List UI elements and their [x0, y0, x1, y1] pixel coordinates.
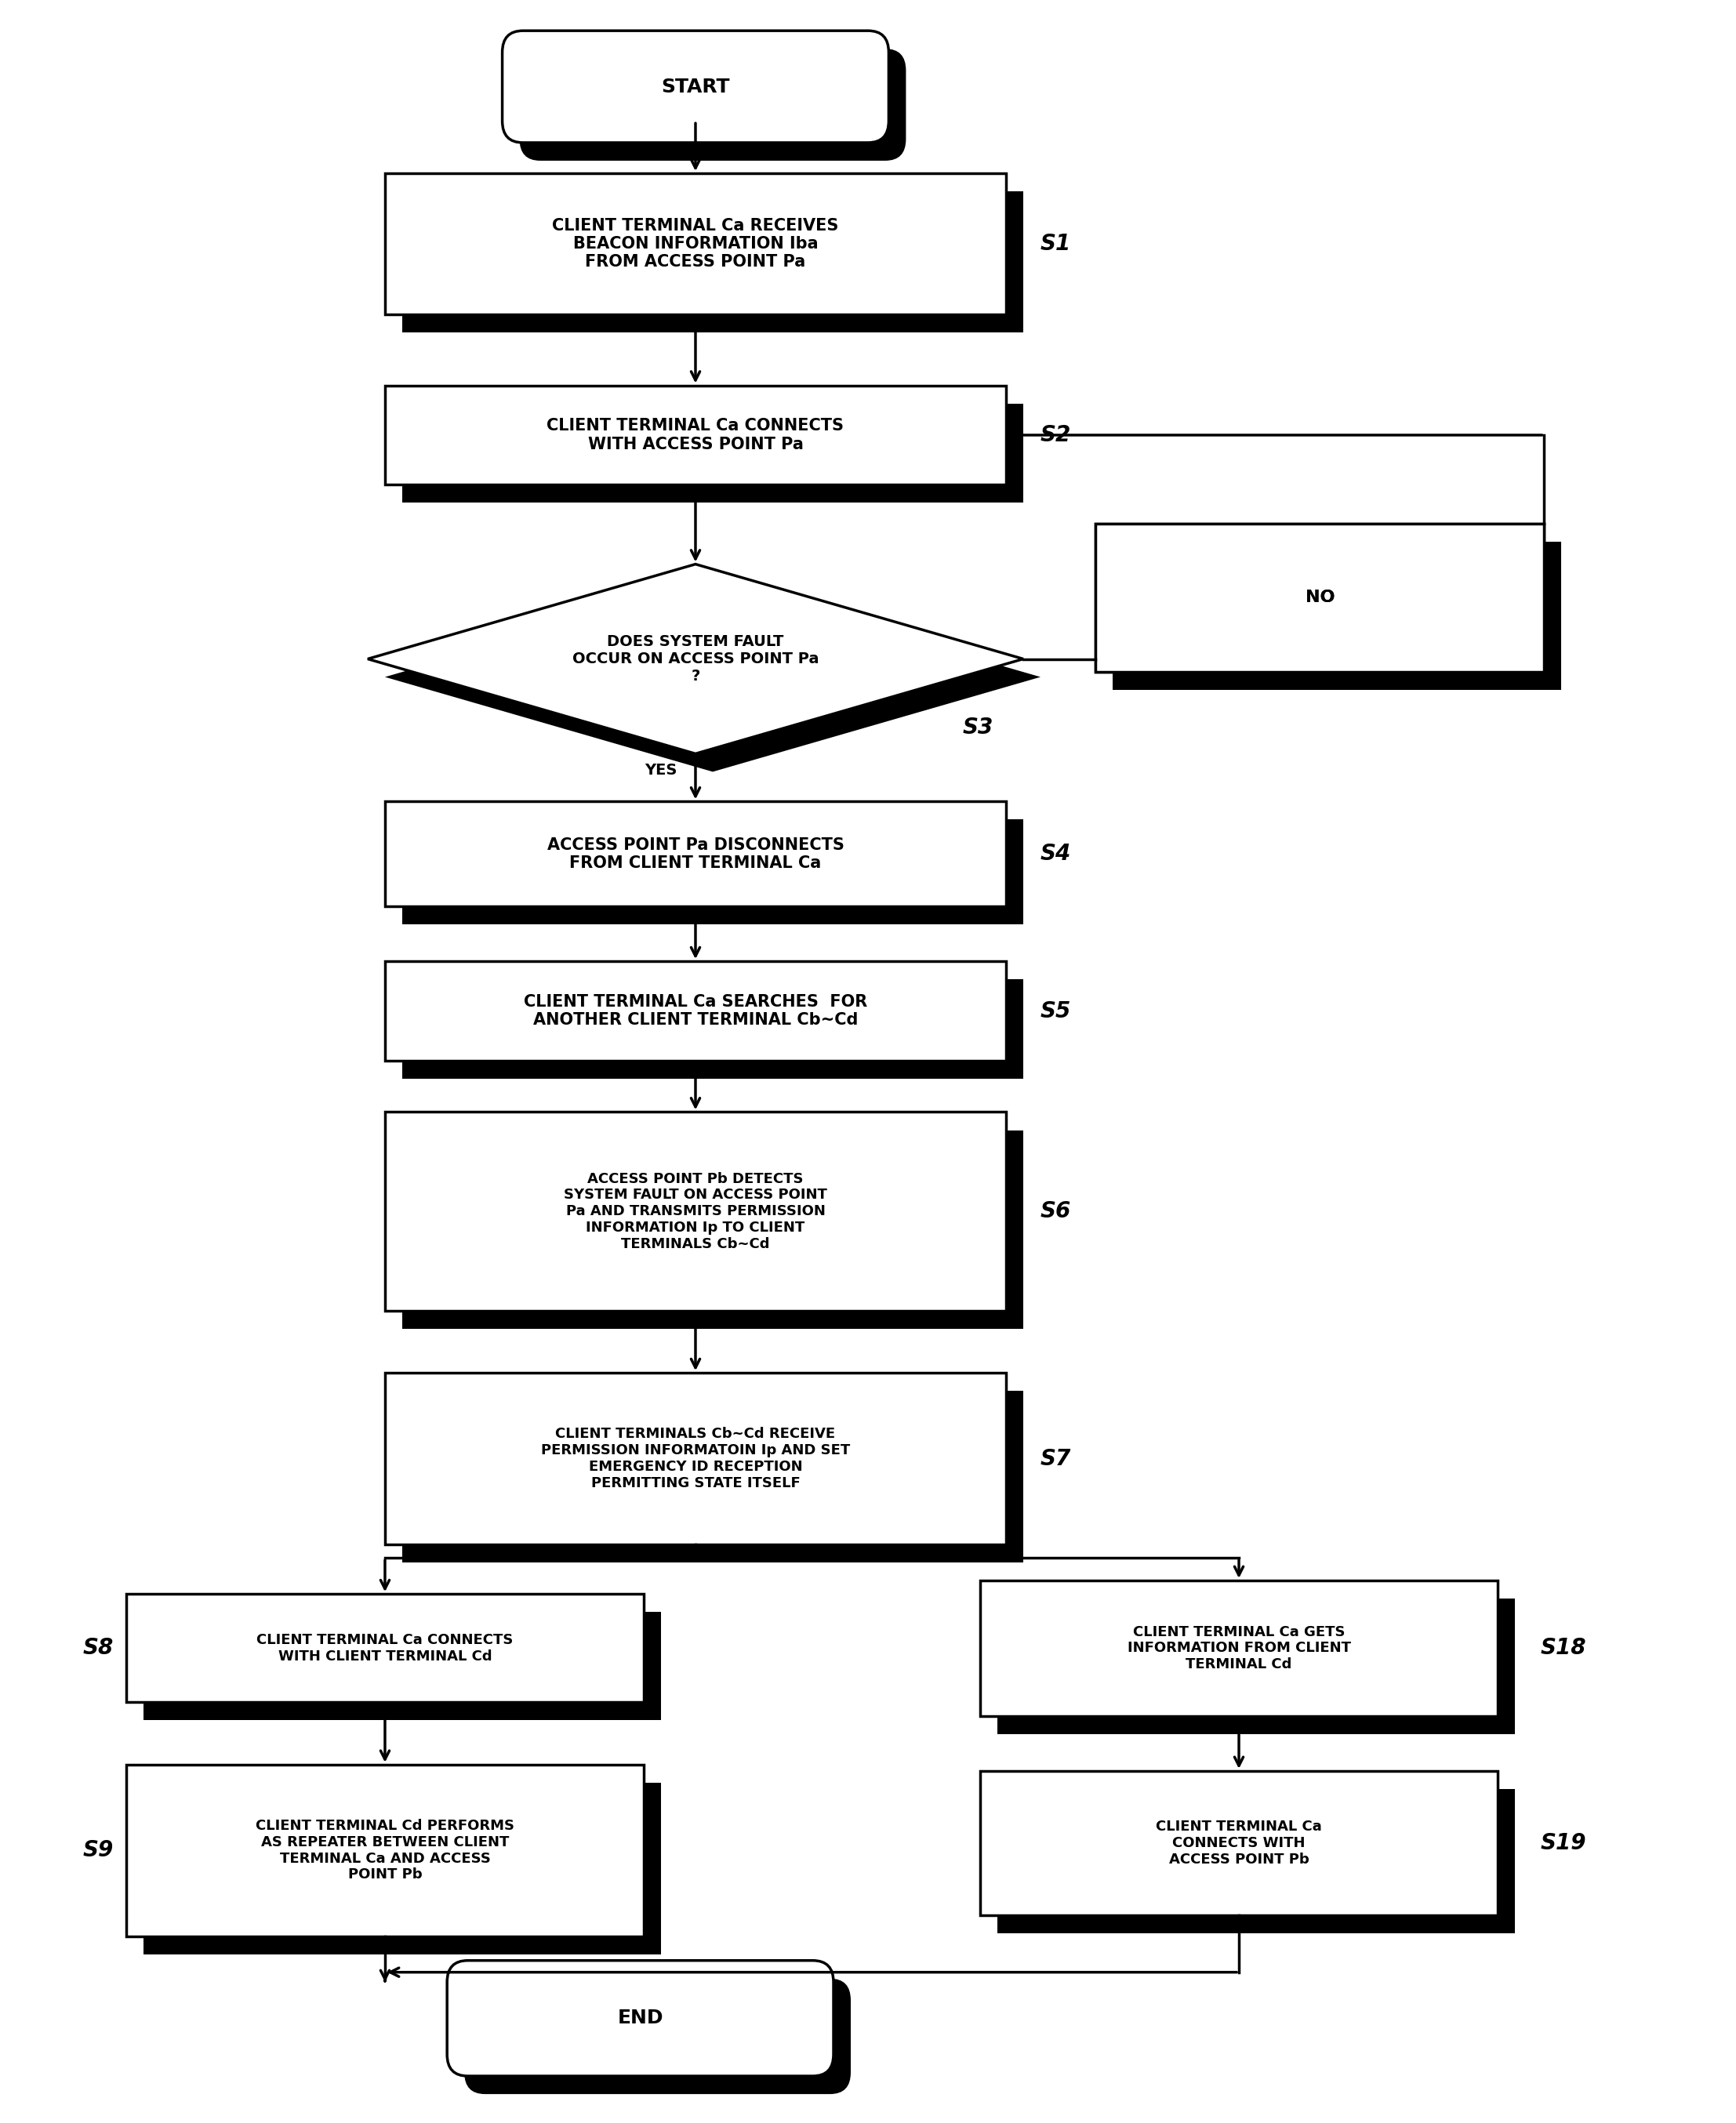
- Text: CLIENT TERMINAL Ca RECEIVES
BEACON INFORMATION Iba
FROM ACCESS POINT Pa: CLIENT TERMINAL Ca RECEIVES BEACON INFOR…: [552, 219, 838, 270]
- Bar: [403, 1129, 1023, 1329]
- Bar: [981, 1771, 1498, 1915]
- Bar: [385, 174, 1005, 314]
- Polygon shape: [368, 565, 1023, 754]
- Text: CLIENT TERMINAL Ca CONNECTS
WITH CLIENT TERMINAL Cd: CLIENT TERMINAL Ca CONNECTS WITH CLIENT …: [257, 1633, 514, 1664]
- Bar: [127, 1764, 644, 1936]
- Text: S3: S3: [963, 718, 993, 739]
- Text: S2: S2: [1040, 425, 1071, 446]
- FancyBboxPatch shape: [519, 49, 906, 161]
- Polygon shape: [385, 582, 1040, 773]
- FancyBboxPatch shape: [502, 30, 889, 142]
- Text: S8: S8: [83, 1637, 115, 1660]
- Text: NO: NO: [1305, 590, 1335, 605]
- Bar: [981, 1580, 1498, 1715]
- Bar: [385, 802, 1005, 907]
- Bar: [144, 1611, 661, 1720]
- Text: CLIENT TERMINAL Ca
CONNECTS WITH
ACCESS POINT Pb: CLIENT TERMINAL Ca CONNECTS WITH ACCESS …: [1156, 1819, 1321, 1866]
- Text: CLIENT TERMINAL Ca GETS
INFORMATION FROM CLIENT
TERMINAL Cd: CLIENT TERMINAL Ca GETS INFORMATION FROM…: [1127, 1624, 1351, 1671]
- Bar: [385, 386, 1005, 484]
- Text: END: END: [618, 2008, 663, 2027]
- Bar: [998, 1599, 1516, 1734]
- Bar: [144, 1783, 661, 1953]
- FancyBboxPatch shape: [448, 1960, 833, 2076]
- Text: ACCESS POINT Pa DISCONNECTS
FROM CLIENT TERMINAL Ca: ACCESS POINT Pa DISCONNECTS FROM CLIENT …: [547, 836, 844, 870]
- Text: S5: S5: [1040, 1000, 1071, 1021]
- Text: S4: S4: [1040, 843, 1071, 864]
- Bar: [385, 1374, 1005, 1543]
- Text: S19: S19: [1542, 1832, 1587, 1853]
- Text: CLIENT TERMINAL Ca SEARCHES  FOR
ANOTHER CLIENT TERMINAL Cb~Cd: CLIENT TERMINAL Ca SEARCHES FOR ANOTHER …: [524, 994, 868, 1028]
- Bar: [1095, 524, 1545, 671]
- Bar: [403, 979, 1023, 1078]
- Text: S18: S18: [1542, 1637, 1587, 1660]
- Bar: [403, 403, 1023, 503]
- Text: S1: S1: [1040, 234, 1071, 255]
- Text: S9: S9: [83, 1839, 115, 1862]
- Bar: [1113, 541, 1561, 690]
- Bar: [127, 1594, 644, 1703]
- Bar: [403, 191, 1023, 331]
- Text: YES: YES: [644, 762, 677, 777]
- Text: DOES SYSTEM FAULT
OCCUR ON ACCESS POINT Pa
?: DOES SYSTEM FAULT OCCUR ON ACCESS POINT …: [573, 635, 819, 684]
- Bar: [385, 1112, 1005, 1310]
- Text: CLIENT TERMINAL Ca CONNECTS
WITH ACCESS POINT Pa: CLIENT TERMINAL Ca CONNECTS WITH ACCESS …: [547, 418, 844, 452]
- Text: CLIENT TERMINAL Cd PERFORMS
AS REPEATER BETWEEN CLIENT
TERMINAL Ca AND ACCESS
PO: CLIENT TERMINAL Cd PERFORMS AS REPEATER …: [255, 1819, 514, 1881]
- Bar: [403, 1391, 1023, 1563]
- Bar: [403, 819, 1023, 924]
- Text: CLIENT TERMINALS Cb~Cd RECEIVE
PERMISSION INFORMATOIN Ip AND SET
EMERGENCY ID RE: CLIENT TERMINALS Cb~Cd RECEIVE PERMISSIO…: [542, 1427, 851, 1490]
- Text: NO: NO: [1305, 590, 1335, 605]
- Text: ACCESS POINT Pb DETECTS
SYSTEM FAULT ON ACCESS POINT
Pa AND TRANSMITS PERMISSION: ACCESS POINT Pb DETECTS SYSTEM FAULT ON …: [564, 1172, 826, 1250]
- Bar: [385, 962, 1005, 1062]
- Text: S6: S6: [1040, 1199, 1071, 1223]
- Bar: [1095, 524, 1545, 671]
- FancyBboxPatch shape: [464, 1979, 851, 2093]
- Bar: [998, 1790, 1516, 1934]
- Text: S7: S7: [1040, 1448, 1071, 1469]
- Text: START: START: [661, 76, 729, 96]
